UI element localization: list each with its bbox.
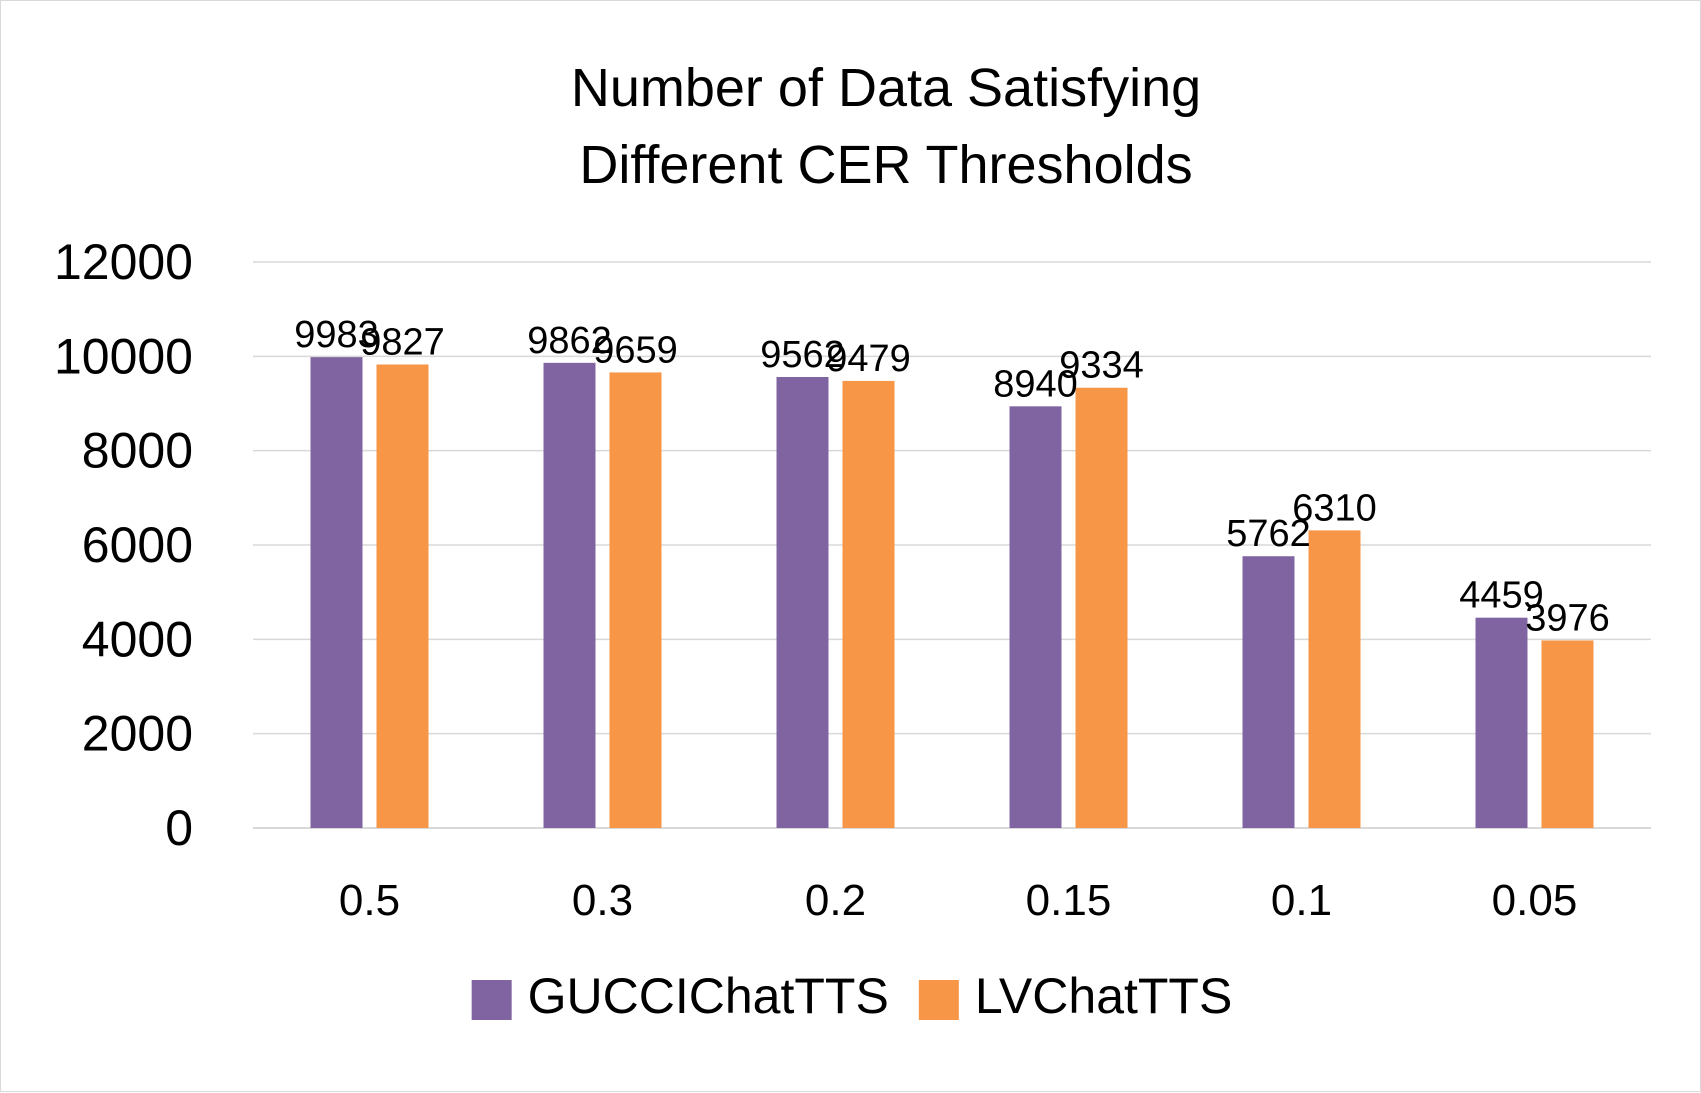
y-tick-label: 0 <box>165 800 193 856</box>
data-label: 9562 <box>760 334 845 376</box>
bar-lvchattts-0.2 <box>842 380 895 828</box>
legend: GUCCIChatTTS LVChatTTS <box>471 968 1233 1024</box>
y-tick-label: 6000 <box>82 517 193 573</box>
chart-title-line-1: Number of Data Satisfying <box>571 58 1201 118</box>
data-label: 9659 <box>593 329 678 371</box>
x-tick-label: 0.1 <box>1271 876 1332 925</box>
x-tick-label: 0.3 <box>572 876 633 925</box>
bar-lvchattts-0.3 <box>609 372 662 828</box>
y-tick-label: 4000 <box>82 611 193 667</box>
bar-lvchattts-0.05 <box>1541 640 1594 828</box>
data-label: 4459 <box>1459 575 1544 617</box>
legend-label-guccichattts: GUCCIChatTTS <box>528 968 889 1024</box>
y-tick-label: 10000 <box>54 328 193 384</box>
bars <box>310 357 1594 828</box>
x-tick-label: 0.5 <box>339 876 400 925</box>
data-label: 9827 <box>360 321 445 363</box>
legend-swatch-guccichattts <box>471 980 512 1020</box>
bar-guccichattts-0.1 <box>1242 556 1295 828</box>
data-label: 5762 <box>1226 513 1311 555</box>
bar-lvchattts-0.1 <box>1308 530 1361 828</box>
data-label: 8940 <box>993 363 1078 405</box>
bar-guccichattts-0.05 <box>1475 617 1528 828</box>
bar-lvchattts-0.5 <box>376 364 429 828</box>
data-label: 9479 <box>826 338 911 380</box>
x-tick-label: 0.05 <box>1492 876 1578 925</box>
y-tick-label: 8000 <box>82 423 193 479</box>
x-tick-label: 0.15 <box>1026 876 1112 925</box>
data-label: 9334 <box>1059 345 1144 387</box>
y-tick-label: 2000 <box>82 706 193 762</box>
bar-guccichattts-0.5 <box>310 357 363 828</box>
data-label: 3976 <box>1525 597 1610 639</box>
data-label: 6310 <box>1292 487 1377 529</box>
bar-guccichattts-0.3 <box>543 362 596 828</box>
y-tick-label: 12000 <box>54 234 193 290</box>
x-tick-label: 0.2 <box>805 876 866 925</box>
chart-title: Number of Data Satisfying Different CER … <box>571 58 1201 195</box>
data-label: 9983 <box>294 314 379 356</box>
legend-label-lvchattts: LVChatTTS <box>975 968 1233 1024</box>
legend-swatch-lvchattts <box>918 980 959 1020</box>
data-label: 9862 <box>527 320 612 362</box>
chart-title-line-2: Different CER Thresholds <box>579 135 1192 195</box>
gridlines <box>253 261 1651 829</box>
bar-guccichattts-0.2 <box>776 376 829 828</box>
bar-guccichattts-0.15 <box>1009 406 1062 828</box>
bar-lvchattts-0.15 <box>1075 387 1128 828</box>
y-axis-tick-labels: 0 2000 4000 6000 8000 10000 12000 <box>54 234 193 856</box>
x-axis-tick-labels: 0.5 0.3 0.2 0.15 0.1 0.05 <box>339 876 1577 925</box>
